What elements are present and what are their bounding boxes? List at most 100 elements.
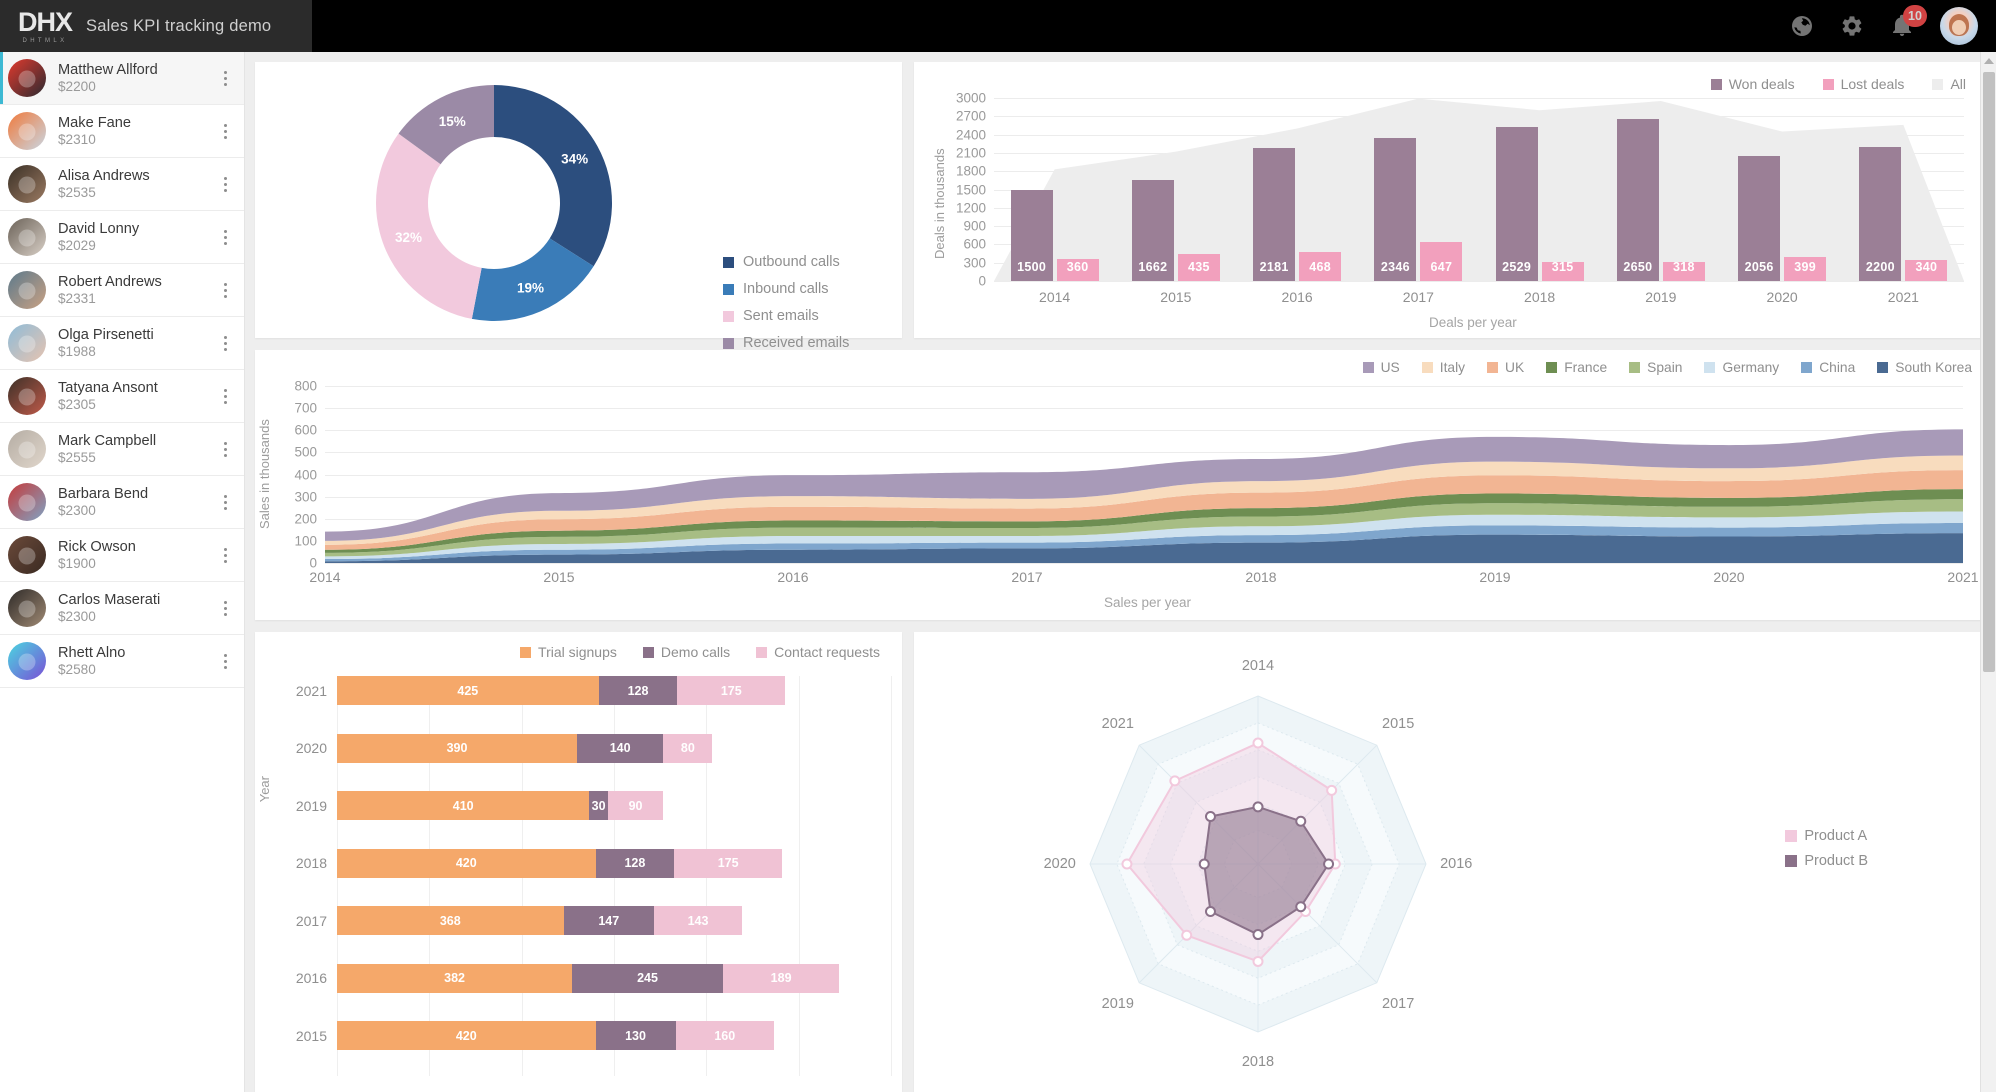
bar[interactable]: 318 xyxy=(1662,260,1705,281)
radar-legend-item[interactable]: Product A xyxy=(1785,828,1867,844)
contacts-sidebar[interactable]: Matthew Allford $2200 Make Fane $2310 Alisa … xyxy=(0,52,245,1092)
bar-segment[interactable]: 128 xyxy=(598,676,678,705)
bar[interactable]: 340 xyxy=(1905,260,1948,281)
bar-segment[interactable]: 147 xyxy=(563,906,654,935)
bar-segment[interactable]: 382 xyxy=(337,963,573,993)
bar-segment[interactable]: 410 xyxy=(337,791,590,820)
gear-icon[interactable] xyxy=(1840,14,1864,38)
contact-menu-icon[interactable] xyxy=(216,277,234,303)
contact-list-item[interactable]: Rick Owson $1900 xyxy=(0,529,244,582)
bar[interactable]: 360 xyxy=(1056,259,1099,281)
sales-legend-item[interactable]: Spain xyxy=(1629,360,1682,375)
radar-data-point[interactable] xyxy=(1252,737,1264,749)
signups-bar-chart[interactable]: Year 2021 425 128 175 2020 390 140 80 2019 410 30 90… xyxy=(257,676,892,1076)
sales-legend-item[interactable]: Italy xyxy=(1421,360,1465,375)
area-band[interactable] xyxy=(325,455,1963,545)
bar-segment[interactable]: 143 xyxy=(654,906,743,935)
bar-segment[interactable]: 368 xyxy=(337,906,564,935)
bar-segment[interactable]: 90 xyxy=(607,791,664,820)
signups-legend-item[interactable]: Trial signups xyxy=(520,644,617,660)
signups-legend-item[interactable]: Demo calls xyxy=(642,644,730,660)
contact-list-item[interactable]: Tatyana Ansont $2305 xyxy=(0,370,244,423)
contact-menu-icon[interactable] xyxy=(216,65,234,91)
bar[interactable]: 1662 xyxy=(1131,179,1174,281)
stacked-bar-row[interactable]: 425 128 175 xyxy=(337,676,891,705)
bar[interactable]: 2181 xyxy=(1253,147,1296,281)
bar-segment[interactable]: 128 xyxy=(595,848,675,878)
bar[interactable]: 399 xyxy=(1784,256,1827,281)
radar-data-point[interactable] xyxy=(1252,801,1264,813)
stacked-bar-row[interactable]: 420 128 175 xyxy=(337,848,891,878)
contact-menu-icon[interactable] xyxy=(216,595,234,621)
bar-segment[interactable]: 160 xyxy=(675,1021,775,1050)
radar-data-point[interactable] xyxy=(1295,815,1307,827)
bar[interactable]: 435 xyxy=(1177,254,1220,281)
radar-data-point[interactable] xyxy=(1181,929,1193,941)
donut-slice[interactable] xyxy=(471,238,594,321)
radar-data-point[interactable] xyxy=(1295,901,1307,913)
sales-area-chart[interactable]: Sales in thousands 0 100 200 300 400 500 600 700… xyxy=(257,379,1979,611)
contact-menu-icon[interactable] xyxy=(216,118,234,144)
stacked-bar-row[interactable]: 368 147 143 xyxy=(337,906,891,935)
radar-data-point[interactable] xyxy=(1326,784,1338,796)
stacked-bar-row[interactable]: 420 130 160 xyxy=(337,1021,891,1050)
area-band[interactable] xyxy=(325,511,1963,560)
donut-legend-item[interactable]: Received emails xyxy=(723,335,849,351)
deals-bar-chart[interactable]: Deals in thousands 0 300 600 900 1200 1500 1800… xyxy=(932,91,1972,330)
contact-list-item[interactable]: Carlos Maserati $2300 xyxy=(0,582,244,635)
radar-data-point[interactable] xyxy=(1198,858,1210,870)
contact-menu-icon[interactable] xyxy=(216,171,234,197)
radar-data-point[interactable] xyxy=(1252,929,1264,941)
bar[interactable]: 2529 xyxy=(1495,126,1538,281)
donut-slice[interactable] xyxy=(494,85,612,267)
deals-legend-item[interactable]: All xyxy=(1932,76,1966,92)
stacked-bar-row[interactable]: 410 30 90 xyxy=(337,791,891,820)
page-scrollbar[interactable] xyxy=(1980,52,1996,1092)
bar[interactable]: 2056 xyxy=(1738,155,1781,281)
bar[interactable]: 2650 xyxy=(1616,119,1659,281)
contact-list-item[interactable]: Robert Andrews $2331 xyxy=(0,264,244,317)
radar-legend-item[interactable]: Product B xyxy=(1785,853,1868,869)
contact-menu-icon[interactable] xyxy=(216,542,234,568)
contact-menu-icon[interactable] xyxy=(216,648,234,674)
area-band[interactable] xyxy=(325,522,1963,562)
bar-segment[interactable]: 420 xyxy=(337,848,596,878)
bar-segment[interactable]: 80 xyxy=(663,733,713,763)
radar-data-point[interactable] xyxy=(1204,906,1216,918)
bell-icon[interactable]: 10 xyxy=(1890,5,1927,38)
products-radar-chart[interactable]: 2014 2015 2016 2017 2018 2019 2020 2021 xyxy=(1026,632,1486,1087)
contact-list-item[interactable]: Make Fane $2310 xyxy=(0,105,244,158)
area-band[interactable] xyxy=(325,533,1963,563)
bar-segment[interactable]: 390 xyxy=(337,733,578,763)
scrollbar-thumb[interactable] xyxy=(1983,72,1995,672)
contact-list-item[interactable]: Alisa Andrews $2535 xyxy=(0,158,244,211)
contact-menu-icon[interactable] xyxy=(216,383,234,409)
bar[interactable]: 2346 xyxy=(1374,137,1417,281)
contact-list-item[interactable]: Barbara Bend $2300 xyxy=(0,476,244,529)
bar-segment[interactable]: 420 xyxy=(337,1021,596,1050)
donut-slice[interactable] xyxy=(398,85,494,165)
user-avatar[interactable] xyxy=(1940,7,1978,45)
contact-menu-icon[interactable] xyxy=(216,224,234,250)
bar[interactable]: 1500 xyxy=(1010,189,1053,281)
contact-menu-icon[interactable] xyxy=(216,330,234,356)
stacked-bar-row[interactable]: 382 245 189 xyxy=(337,963,891,993)
deals-legend-item[interactable]: Won deals xyxy=(1710,76,1795,92)
area-band[interactable] xyxy=(325,470,1963,550)
radar-data-point[interactable] xyxy=(1169,775,1181,787)
sales-legend-item[interactable]: UK xyxy=(1487,360,1524,375)
bar-segment[interactable]: 425 xyxy=(337,676,599,705)
area-band[interactable] xyxy=(325,489,1963,553)
contact-list-item[interactable]: Matthew Allford $2200 xyxy=(0,52,244,105)
bar[interactable]: 315 xyxy=(1541,260,1584,281)
donut-legend-item[interactable]: Inbound calls xyxy=(723,281,828,297)
radar-data-point[interactable] xyxy=(1204,810,1216,822)
contact-list-item[interactable]: Rhett Alno $2580 xyxy=(0,635,244,688)
radar-data-point[interactable] xyxy=(1121,858,1133,870)
bar-segment[interactable]: 175 xyxy=(677,676,786,705)
sales-legend-item[interactable]: US xyxy=(1362,360,1400,375)
radar-data-point[interactable] xyxy=(1323,858,1335,870)
donut-slice[interactable] xyxy=(375,133,482,319)
donut-legend-item[interactable]: Sent emails xyxy=(723,308,819,324)
bar[interactable]: 468 xyxy=(1299,252,1342,281)
